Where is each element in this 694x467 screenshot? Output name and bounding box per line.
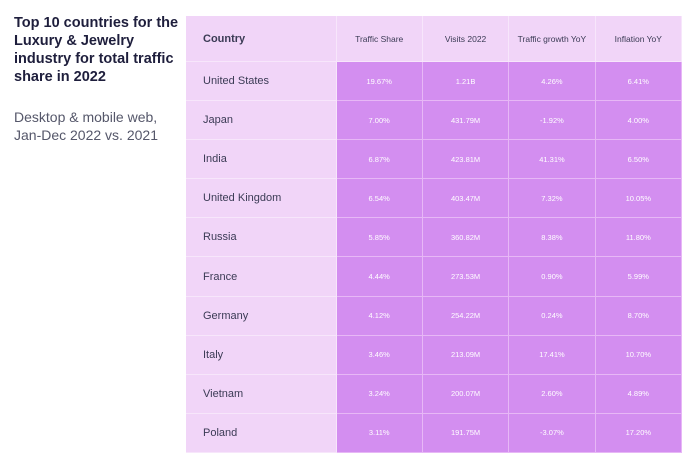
traffic-share-cell: 3.11% [336,413,423,454]
traffic-share-cell: 6.87% [336,139,423,180]
table-row: France 4.44% 273.53M 0.90% 5.99% [186,256,683,297]
country-cell: Japan [186,100,337,141]
country-cell: Italy [186,335,337,375]
traffic-growth-cell: 8.38% [508,217,596,258]
table-row: United Kingdom 6.54% 403.47M 7.32% 10.05… [186,178,683,219]
country-cell: Poland [186,413,337,454]
column-header: Country [186,16,337,62]
traffic-growth-cell: 7.32% [508,178,596,219]
traffic-growth-cell: 41.31% [508,139,596,180]
visits-cell: 423.81M [422,139,510,180]
inflation-cell: 4.89% [595,374,683,414]
country-cell: Vietnam [186,374,337,414]
traffic-growth-cell: -3.07% [508,413,596,454]
traffic-growth-cell: 4.26% [508,61,596,102]
inflation-cell: 11.80% [595,217,683,258]
traffic-share-cell: 7.00% [336,100,423,141]
traffic-growth-cell: 17.41% [508,335,596,375]
inflation-cell: 6.50% [595,139,683,180]
column-header: Traffic growth YoY [508,16,596,62]
column-header: Inflation YoY [595,16,683,62]
traffic-share-cell: 19.67% [336,61,423,102]
traffic-share-cell: 6.54% [336,178,423,219]
visits-cell: 431.79M [422,100,510,141]
visits-cell: 254.22M [422,296,510,336]
table-header-row: Country Traffic Share Visits 2022 Traffi… [186,16,683,62]
table-row: Germany 4.12% 254.22M 0.24% 8.70% [186,296,683,336]
visits-cell: 403.47M [422,178,510,219]
chart-subtitle: Desktop & mobile web, Jan-Dec 2022 vs. 2… [14,109,158,143]
inflation-cell: 6.41% [595,61,683,102]
column-header: Traffic Share [336,16,423,62]
data-table-container: Country Traffic Share Visits 2022 Traffi… [186,16,683,454]
traffic-share-cell: 3.46% [336,335,423,375]
table-row: United States 19.67% 1.21B 4.26% 6.41% [186,61,683,102]
country-cell: Russia [186,217,337,258]
visits-cell: 360.82M [422,217,510,258]
visits-cell: 200.07M [422,374,510,414]
visits-cell: 191.75M [422,413,510,454]
traffic-growth-cell: 2.60% [508,374,596,414]
inflation-cell: 17.20% [595,413,683,454]
traffic-growth-cell: 0.90% [508,256,596,297]
visits-cell: 1.21B [422,61,510,102]
chart-title: Top 10 countries for the Luxury & Jewelr… [14,15,179,85]
traffic-growth-cell: -1.92% [508,100,596,141]
traffic-share-cell: 4.12% [336,296,423,336]
visits-cell: 273.53M [422,256,510,297]
traffic-growth-cell: 0.24% [508,296,596,336]
traffic-share-cell: 3.24% [336,374,423,414]
inflation-cell: 8.70% [595,296,683,336]
inflation-cell: 4.00% [595,100,683,141]
country-cell: United Kingdom [186,178,337,219]
table-row: Italy 3.46% 213.09M 17.41% 10.70% [186,335,683,375]
country-cell: United States [186,61,337,102]
table-row: Japan 7.00% 431.79M -1.92% 4.00% [186,100,683,141]
table-row: India 6.87% 423.81M 41.31% 6.50% [186,139,683,180]
traffic-share-cell: 5.85% [336,217,423,258]
country-cell: India [186,139,337,180]
table-row: Russia 5.85% 360.82M 8.38% 11.80% [186,217,683,258]
country-cell: Germany [186,296,337,336]
traffic-share-cell: 4.44% [336,256,423,297]
table-row: Poland 3.11% 191.75M -3.07% 17.20% [186,413,683,454]
inflation-cell: 10.70% [595,335,683,375]
inflation-cell: 5.99% [595,256,683,297]
sidebar: Top 10 countries for the Luxury & Jewelr… [14,14,179,144]
country-cell: France [186,256,337,297]
table-row: Vietnam 3.24% 200.07M 2.60% 4.89% [186,374,683,414]
inflation-cell: 10.05% [595,178,683,219]
column-header: Visits 2022 [422,16,510,62]
data-table: Country Traffic Share Visits 2022 Traffi… [186,16,683,454]
visits-cell: 213.09M [422,335,510,375]
